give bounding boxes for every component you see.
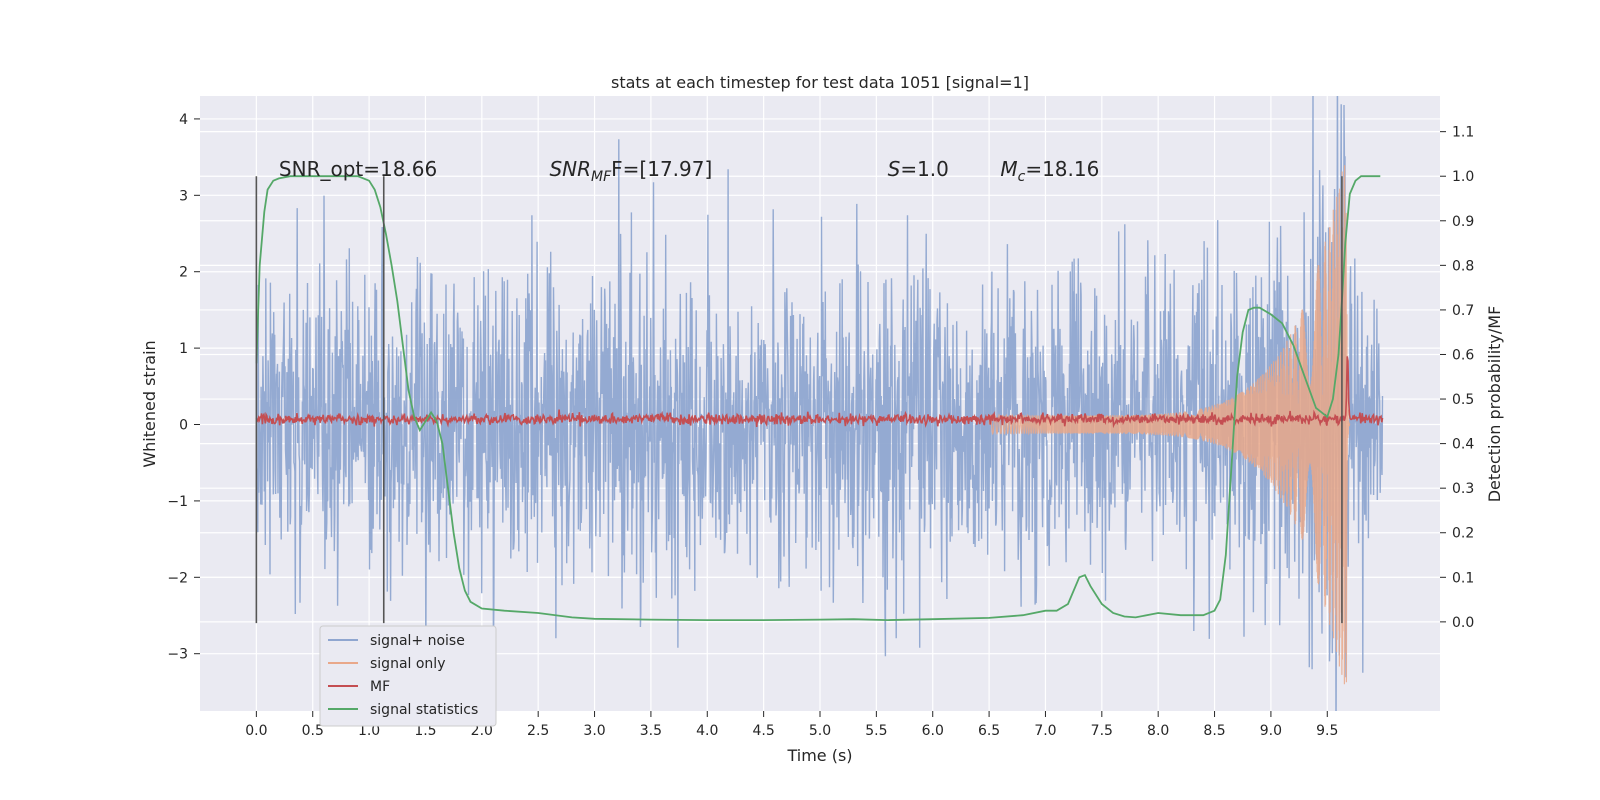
- annotation: SNRMFF=[17.97]: [549, 157, 712, 185]
- y-left-tick-label: 3: [179, 188, 188, 204]
- annotation: S=1.0: [888, 157, 949, 181]
- legend-box: [319, 625, 497, 727]
- annotation: Mc=18.16: [1000, 157, 1099, 185]
- y-left-tick-label: 0: [179, 418, 188, 434]
- x-axis-label: Time (s): [786, 746, 852, 765]
- y-left-tick-label: −3: [167, 647, 188, 663]
- legend: signal+ noise signal only MF signal statist…: [319, 625, 497, 727]
- x-tick-label: 4.5: [753, 723, 775, 739]
- x-tick-label: 2.0: [471, 723, 493, 739]
- x-tick-label: 0.0: [245, 723, 267, 739]
- y-right-tick-label: 0.3: [1452, 481, 1474, 497]
- y-right-tick-label: 1.1: [1452, 125, 1474, 141]
- legend-label: signal+ noise: [370, 633, 465, 649]
- x-tick-label: 1.5: [414, 723, 436, 739]
- annotations: SNR_opt=18.66 SNRMFF=[17.97] S=1.0 Mc=18.16: [279, 157, 1099, 185]
- x-tick-label: 5.5: [865, 723, 887, 739]
- x-tick-label: 0.5: [302, 723, 324, 739]
- x-tick-label: 3.5: [640, 723, 662, 739]
- y-right-tick-label: 0.9: [1452, 214, 1474, 230]
- y-right-tick-label: 0.0: [1452, 615, 1474, 631]
- y-left-tick-label: 4: [179, 112, 188, 128]
- y-left-tick-label: −1: [167, 494, 188, 510]
- series-mf: [255, 356, 1384, 429]
- y-axis-left: −3 −2 −1 0 1 2 3 4: [167, 112, 200, 663]
- x-tick-label: 2.5: [527, 723, 549, 739]
- y-right-tick-label: 0.4: [1452, 437, 1474, 453]
- vertical-markers: [255, 176, 1343, 624]
- series-layer: [255, 96, 1384, 711]
- x-tick-label: 7.0: [1034, 723, 1056, 739]
- x-axis: 0.0 0.5 1.0 1.5 2.0 2.5 3.0 3.5 4.0 4.5 5.0 5.5 6.0 6…: [245, 711, 1338, 739]
- x-tick-label: 9.5: [1316, 723, 1338, 739]
- series-signal-statistics: [255, 175, 1381, 622]
- legend-label: signal only: [370, 656, 445, 672]
- y-left-tick-label: 2: [179, 265, 188, 281]
- series-signal-plus-noise: [255, 96, 1384, 711]
- y-axis-left-label: Whitened strain: [140, 340, 159, 467]
- y-left-tick-label: −2: [167, 570, 188, 586]
- x-tick-label: 1.0: [358, 723, 380, 739]
- x-tick-label: 3.0: [583, 723, 605, 739]
- legend-label: signal statistics: [370, 702, 478, 718]
- y-right-tick-label: 1.0: [1452, 169, 1474, 185]
- x-tick-label: 9.0: [1260, 723, 1282, 739]
- x-tick-label: 8.0: [1147, 723, 1169, 739]
- y-right-tick-label: 0.1: [1452, 570, 1474, 586]
- y-axis-right-label: Detection probability/MF: [1485, 306, 1504, 503]
- y-left-tick-label: 1: [179, 341, 188, 357]
- y-axis-right: 0.0 0.1 0.2 0.3 0.4 0.5 0.6 0.7 0.8 0.9 1.0 1.1: [1440, 125, 1474, 631]
- y-right-tick-label: 0.2: [1452, 526, 1474, 542]
- x-tick-label: 7.5: [1091, 723, 1113, 739]
- x-tick-label: 8.5: [1203, 723, 1225, 739]
- legend-label: MF: [370, 679, 390, 695]
- annotation: SNR_opt=18.66: [279, 157, 437, 181]
- y-right-tick-label: 0.5: [1452, 392, 1474, 408]
- y-right-tick-label: 0.8: [1452, 258, 1474, 274]
- x-tick-label: 5.0: [809, 723, 831, 739]
- x-tick-label: 6.0: [922, 723, 944, 739]
- x-tick-label: 6.5: [978, 723, 1000, 739]
- y-right-tick-label: 0.7: [1452, 303, 1474, 319]
- chart-title: stats at each timestep for test data 105…: [611, 73, 1029, 92]
- y-right-tick-label: 0.6: [1452, 347, 1474, 363]
- x-tick-label: 4.0: [696, 723, 718, 739]
